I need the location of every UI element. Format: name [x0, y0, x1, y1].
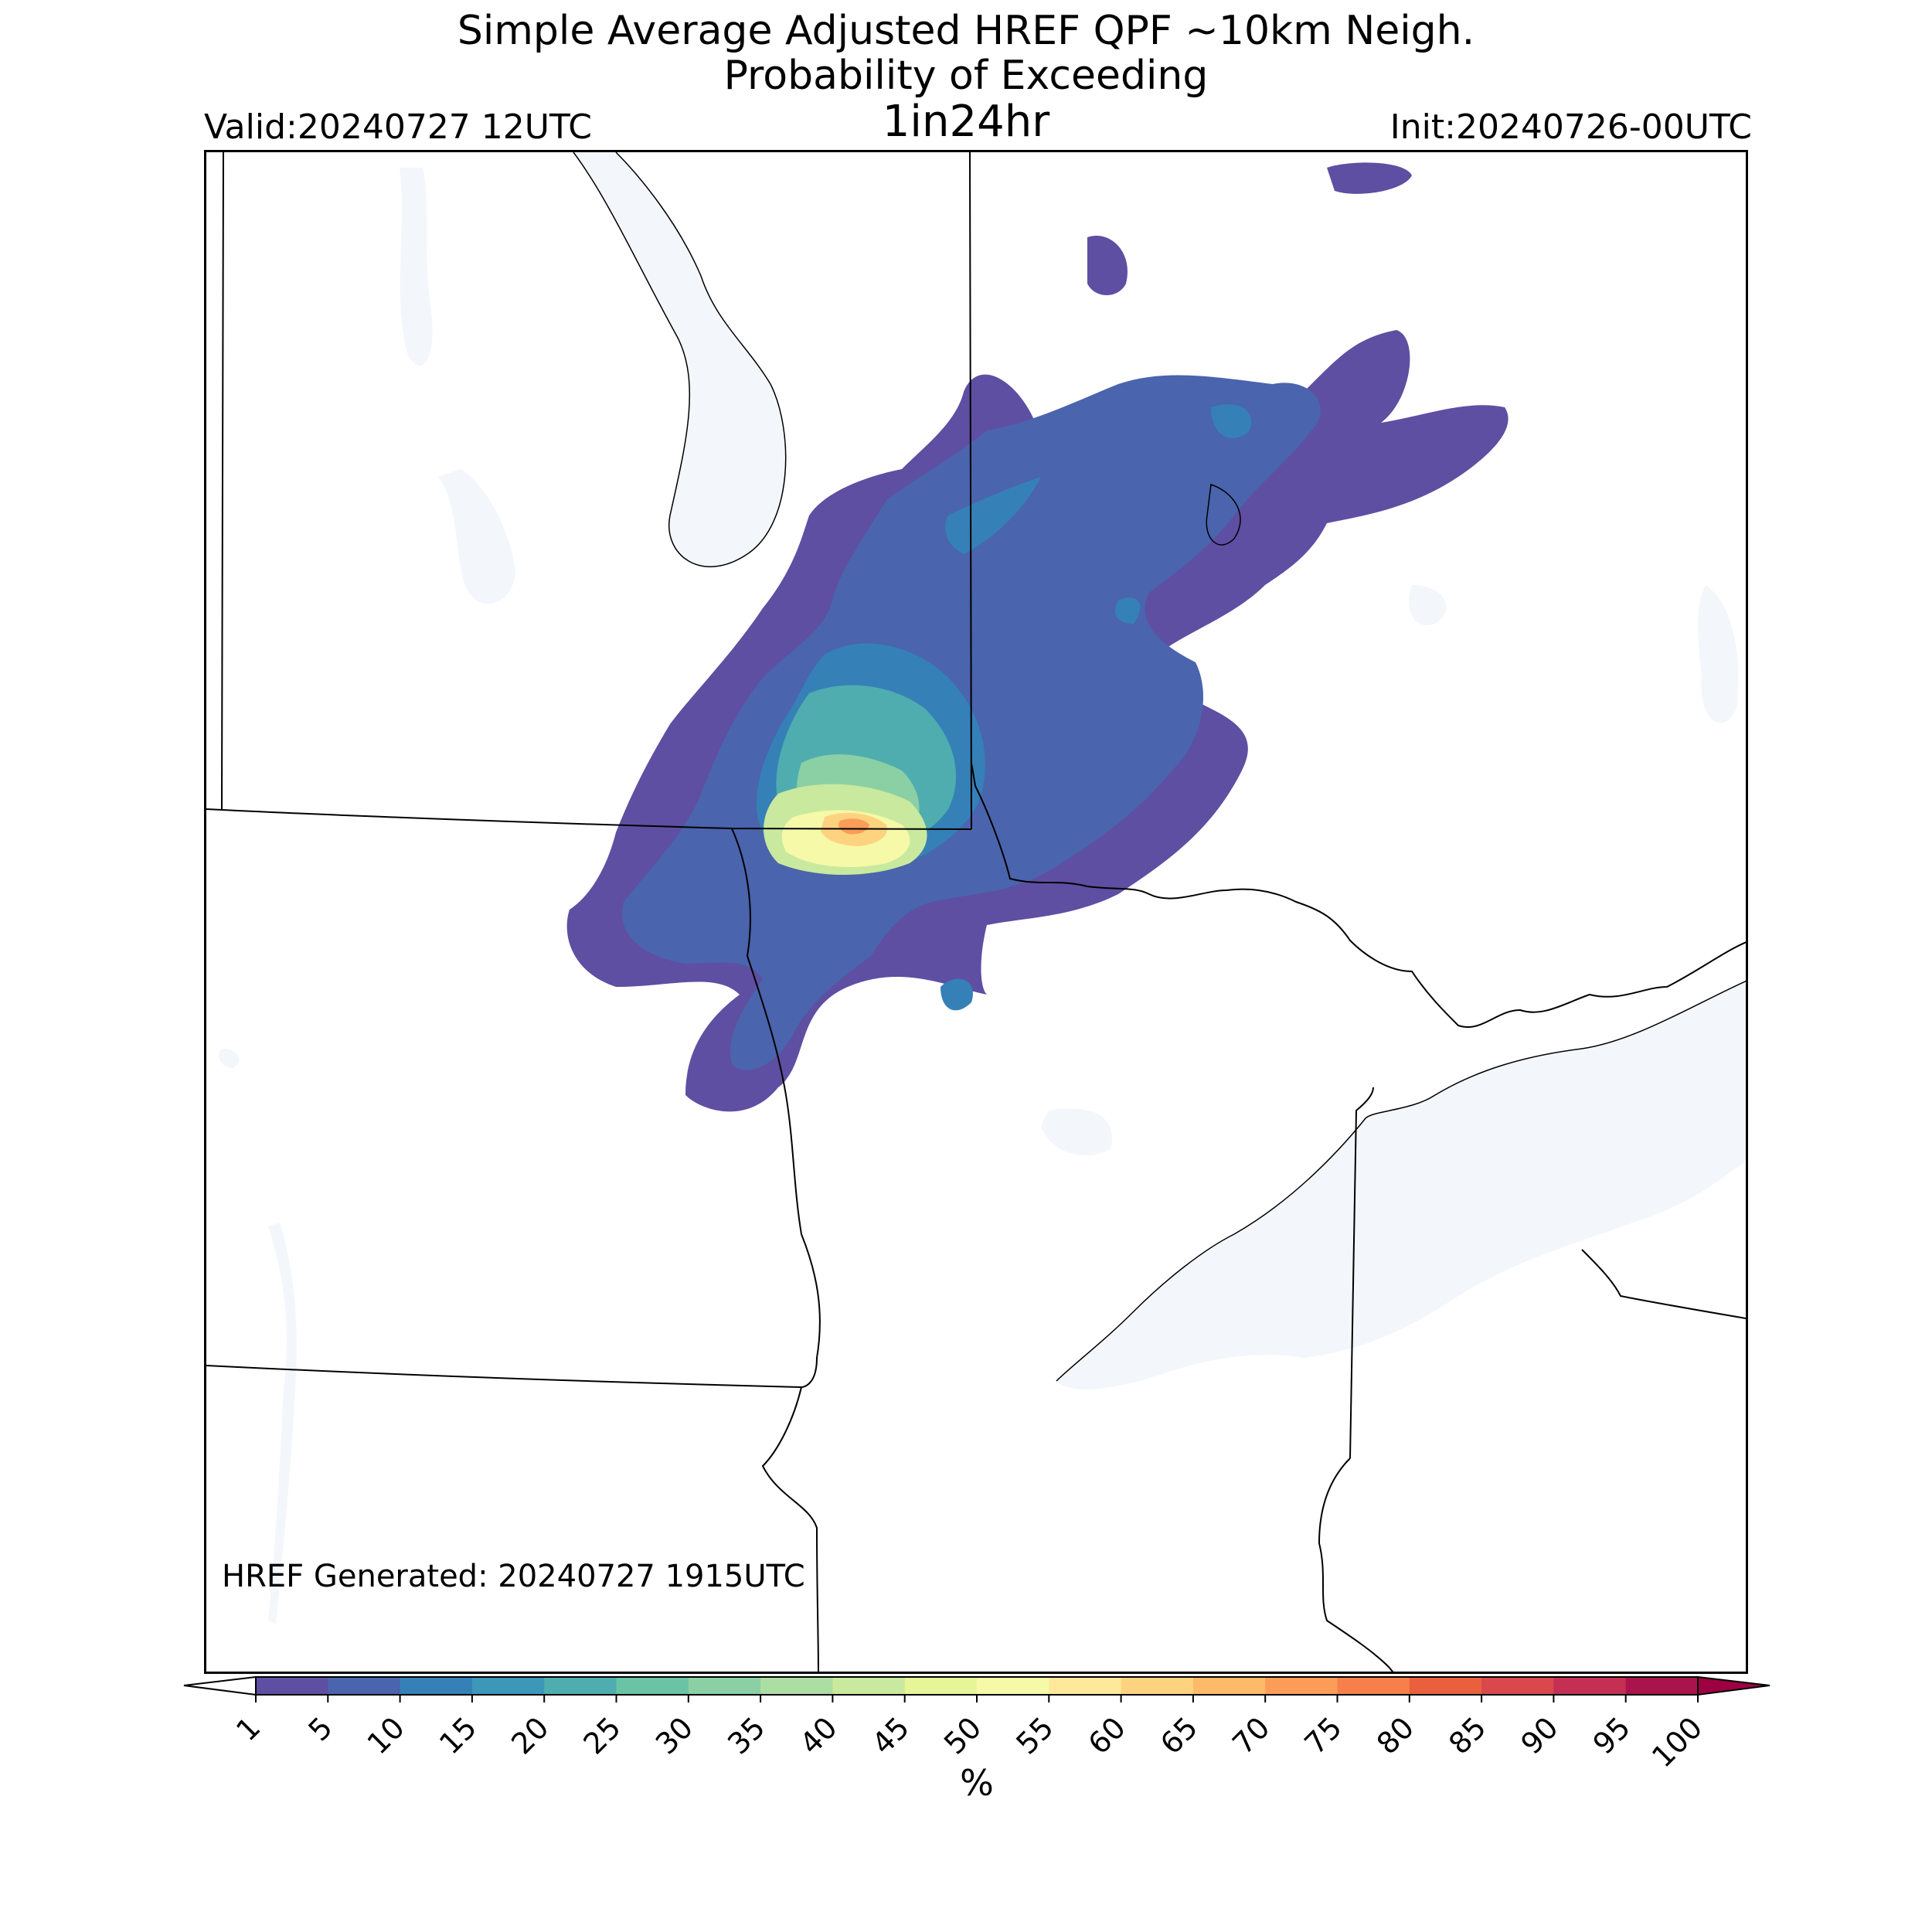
- colorbar-under-arrow: [183, 1675, 257, 1696]
- colorbar-tick-label: 50: [937, 1710, 988, 1760]
- colorbar-cell-8: [832, 1677, 906, 1695]
- title-line-1: Simple Average Adjusted HREF QPF ~10km N…: [457, 8, 1475, 54]
- border-nd-mn: [731, 828, 821, 1388]
- title-line-3: 1in24hr: [882, 97, 1050, 147]
- lake-winnipegosis: [400, 168, 433, 366]
- water-bodies: [218, 152, 1746, 1624]
- colorbar-cell-2: [400, 1677, 473, 1695]
- colorbar-cell-1: [328, 1677, 401, 1695]
- red-lake: [1409, 585, 1447, 625]
- lake-superior: [1056, 981, 1746, 1389]
- prob-contour-10c: [1115, 597, 1141, 624]
- colorbar-tick-label: 75: [1298, 1710, 1349, 1760]
- colorbar-cell-9: [904, 1677, 978, 1695]
- colorbar-cell-11: [1049, 1677, 1122, 1695]
- lake-red-lake-mn: [1041, 1108, 1112, 1156]
- colorbar-cell-15: [1337, 1677, 1410, 1695]
- border-manitoba-ontario: [969, 152, 972, 830]
- lake-manitoba: [438, 469, 515, 604]
- colorbar-cell-18: [1553, 1677, 1627, 1695]
- border-wi-mi: [1581, 1249, 1746, 1319]
- colorbar-tick-label: 1: [230, 1710, 267, 1747]
- colorbar-units-label: %: [960, 1762, 994, 1804]
- colorbar-tick-label: 40: [793, 1710, 843, 1760]
- colorbar-cells: [256, 1677, 1699, 1695]
- colorbar-cell-19: [1625, 1677, 1699, 1695]
- colorbar-tick-label: 35: [721, 1710, 771, 1760]
- colorbar-cell-12: [1121, 1677, 1194, 1695]
- colorbar-tick-label: 70: [1226, 1710, 1276, 1760]
- colorbar-cell-3: [471, 1677, 545, 1695]
- colorbar-cell-17: [1481, 1677, 1554, 1695]
- boundaries: [206, 152, 1746, 1672]
- colorbar-cell-0: [256, 1677, 328, 1695]
- lake-nipigon: [1698, 585, 1739, 723]
- mille-lacs: [1150, 1304, 1188, 1352]
- coast-lake-superior: [1056, 980, 1746, 1382]
- colorbar-tick-label: 45: [866, 1710, 916, 1760]
- prob-contour-10: [945, 477, 1041, 554]
- prob-contour-10b: [1211, 404, 1251, 438]
- valid-time-label: Valid:20240727 12UTC: [204, 107, 593, 147]
- coast-lake-winnipeg: [573, 152, 787, 568]
- colorbar-tick-label: 25: [577, 1710, 628, 1760]
- colorbar-tick-label: 85: [1442, 1710, 1492, 1760]
- border-nd-sd: [206, 1365, 802, 1388]
- colorbar-cell-13: [1192, 1677, 1266, 1695]
- colorbar-tick-label: 30: [649, 1710, 699, 1760]
- lake-winnipeg: [573, 152, 786, 567]
- border-mn-wi: [1349, 1087, 1374, 1459]
- prob-contour-10e: [940, 978, 973, 1011]
- colorbar-cell-6: [688, 1677, 761, 1695]
- map-panel[interactable]: HREF Generated: 20240727 1915UTC: [204, 150, 1748, 1674]
- border-sd-mn: [761, 1386, 819, 1672]
- colorbar-tick-label: 20: [505, 1710, 555, 1760]
- border-sask-manitoba: [221, 152, 224, 810]
- devils-lake: [218, 1049, 240, 1068]
- colorbar-cell-10: [977, 1677, 1049, 1695]
- generated-time-label: HREF Generated: 20240727 1915UTC: [222, 1559, 805, 1594]
- colorbar-cell-16: [1409, 1677, 1482, 1695]
- title-line-2: Probability of Exceeding: [723, 53, 1209, 99]
- colorbar-tick-label: 55: [1009, 1710, 1060, 1760]
- prob-contour-1b: [1327, 162, 1412, 194]
- border-us-canada-west: [206, 808, 972, 830]
- colorbar-cell-5: [616, 1677, 689, 1695]
- colorbar-tick-label: 10: [361, 1710, 411, 1760]
- colorbar-cell-7: [760, 1677, 833, 1695]
- colorbar-tick-label: 80: [1370, 1710, 1420, 1760]
- map-canvas: [206, 152, 1746, 1672]
- border-mn-wi-river: [1318, 1458, 1394, 1672]
- colorbar-cell-4: [544, 1677, 617, 1695]
- colorbar-tick-label: 95: [1587, 1710, 1637, 1760]
- colorbar-cell-14: [1265, 1677, 1338, 1695]
- colorbar-frame: [255, 1676, 1699, 1696]
- init-time-label: Init:20240726-00UTC: [1389, 107, 1752, 147]
- prob-contour-1c: [1087, 236, 1128, 295]
- river-sd: [268, 1223, 297, 1624]
- colorbar-tick-label: 65: [1154, 1710, 1204, 1760]
- coast-lake-of-the-woods: [1206, 483, 1241, 546]
- colorbar-tick-label: 60: [1082, 1710, 1132, 1760]
- colorbar-over-arrow: [1697, 1675, 1770, 1696]
- border-mn-ontario: [971, 762, 1746, 1028]
- prob-contour-70: [838, 818, 869, 835]
- colorbar-tick-label: 15: [433, 1710, 483, 1760]
- colorbar-tick-label: 5: [301, 1710, 338, 1747]
- colorbar-tick-label: 90: [1514, 1710, 1564, 1760]
